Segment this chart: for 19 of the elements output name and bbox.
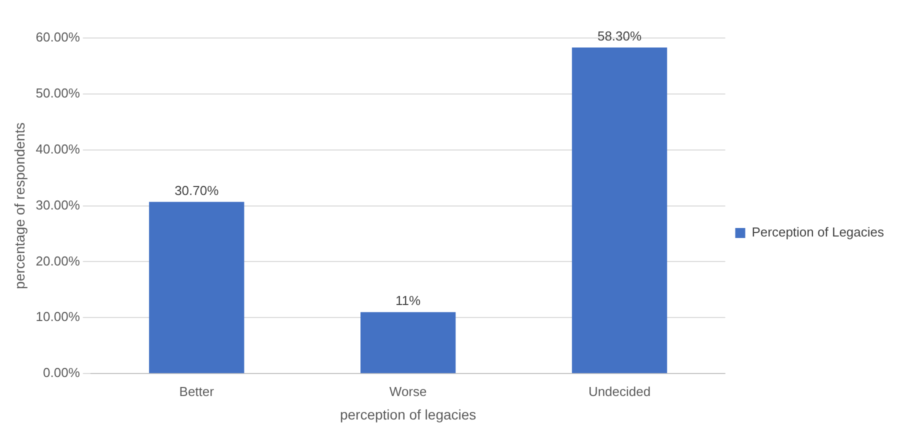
- y-tick-label: 0.00%: [43, 365, 80, 380]
- data-label: 11%: [396, 293, 422, 308]
- y-tick-label: 20.00%: [36, 253, 80, 268]
- y-tick-label: 40.00%: [36, 141, 80, 156]
- y-tick-label: 50.00%: [36, 86, 80, 101]
- y-tick-label: 10.00%: [36, 309, 80, 324]
- data-label: 58.30%: [597, 28, 642, 44]
- bar: [149, 202, 244, 374]
- x-tick-label: Undecided: [588, 384, 651, 399]
- legend-label: Perception of Legacies: [752, 224, 884, 240]
- y-tick-label: 30.00%: [36, 197, 80, 212]
- bar: [360, 312, 456, 374]
- y-tick-label: 60.00%: [36, 30, 80, 45]
- data-label: 30.70%: [174, 182, 220, 198]
- y-axis-title: percentage of respondents: [11, 122, 28, 290]
- bar: [572, 48, 668, 374]
- x-tick-label: Better: [179, 384, 215, 399]
- x-axis-title: perception of legacies: [340, 406, 476, 422]
- x-tick-label: Worse: [389, 384, 427, 399]
